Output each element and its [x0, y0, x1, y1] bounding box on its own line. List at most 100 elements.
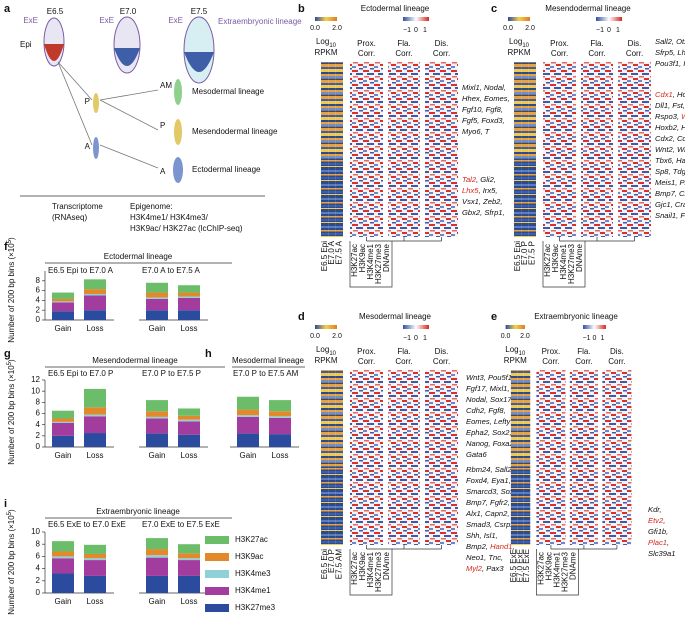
gene-name: Dll1, Fst, [655, 101, 685, 110]
bar-segment [146, 298, 168, 311]
colorbar [403, 17, 429, 21]
gene-name: Mixl1, Nodal, [462, 83, 506, 92]
column-header: Fla. [590, 39, 603, 48]
gene-name: , Gli2, [476, 175, 496, 184]
bar-segment [84, 575, 106, 593]
axis-label-part: Log [505, 345, 518, 354]
gene-list: Nodal, Sox17, [466, 395, 514, 404]
gene-list: Slc39a1 [648, 549, 675, 558]
heatmap-column [517, 466, 524, 545]
gene-name: Sp8, Tdgf1, [655, 167, 685, 176]
bar-segment [269, 434, 291, 447]
bar-segment [52, 410, 74, 419]
panel-title: Ectodermal lineage [104, 252, 173, 261]
gene-name: Tbx6, Hand1, [655, 156, 685, 165]
gene-list: Etv2, [648, 516, 665, 525]
column-header: Prox. [357, 39, 376, 48]
scale-label: 0.0 [310, 25, 320, 32]
bar-segment [146, 549, 168, 556]
y-tick-label: 12 [31, 375, 40, 384]
y-tick-label: 6 [36, 286, 41, 295]
gene-name: Gfi1b, [648, 527, 668, 536]
epiblast [114, 48, 140, 66]
bar-segment [178, 415, 200, 420]
sample-label: E7.5 AM [334, 549, 343, 580]
gene-list: Smad3, Csrp2, [466, 520, 517, 529]
gene-list: Wnt3, Pou5f1, [466, 373, 514, 382]
sample-label: E6.5 Epi [513, 241, 522, 271]
y-axis-label: Number of 200 bp bins (×105) [7, 509, 17, 615]
column-header: Prox. [550, 39, 569, 48]
gene-name: Cdx1 [655, 90, 673, 99]
bar-segment [178, 408, 200, 416]
bar-segment [269, 416, 291, 418]
gene-name: Bmp2, [466, 542, 490, 551]
mark-label: H3K4me1 [366, 551, 375, 587]
gene-name: Myo6, T [462, 127, 491, 136]
heatmap-column [328, 370, 336, 467]
gene-name: Nodal, Sox17, [466, 395, 514, 404]
gene-list: Myl2, Pax3 [466, 564, 504, 573]
bar-segment [178, 558, 200, 561]
bar-segment [52, 556, 74, 559]
y-axis-label-part: 5 [7, 239, 13, 243]
gene-list: Meis1, Prrx1, [655, 178, 685, 187]
y-tick-label: 10 [31, 527, 40, 536]
mark-label: H3K9ac [358, 552, 367, 580]
gene-list: Tbx6, Hand1, [655, 156, 685, 165]
x-tick-label: Loss [272, 451, 289, 460]
chart-subtitle: E6.5 ExE to E7.0 ExE [48, 520, 126, 529]
gene-name: Myl2 [466, 564, 483, 573]
sample-label: E6.5 Epi [320, 549, 329, 579]
gene-name: Bmp7, Fgfr2, [466, 498, 510, 507]
axis-label: RPKM [507, 48, 530, 57]
bar-segment [84, 558, 106, 561]
bar-segment [269, 400, 291, 412]
epiblast [184, 52, 214, 72]
chart-subtitle: E7.0 A to E7.5 A [142, 266, 200, 275]
heatmap-column [618, 62, 651, 237]
heatmap-column [521, 62, 529, 159]
x-tick-label: Gain [55, 324, 72, 333]
gene-name: , [512, 542, 514, 551]
gene-name: Cdh2, Fgf8, [466, 406, 506, 415]
heatmap-column [581, 62, 613, 237]
gene-name: Gbx2, Sfrp1, [462, 208, 505, 217]
heatmap-column [350, 370, 383, 545]
panel-title: Extraembryonic lineage [534, 312, 618, 321]
gene-name: Gjc1, Crabp2, [655, 200, 685, 209]
gene-name: Pou3f1, Irx5 [655, 59, 685, 68]
axis-label-part: 10 [329, 351, 336, 357]
column-header: Prox. [542, 347, 561, 356]
column-header: Dis. [435, 347, 449, 356]
colorbar [583, 325, 606, 329]
bar-segment [84, 388, 106, 408]
x-tick-label: Loss [87, 324, 104, 333]
mark-label: H3K27me3 [561, 551, 570, 592]
bar-segment [146, 400, 168, 412]
mark-label: DNAme [575, 243, 584, 272]
bar-segment [84, 553, 106, 559]
axis-label: RPKM [314, 356, 337, 365]
gene-name: Hhex, Eomes, [462, 94, 510, 103]
gene-name: Plac1 [648, 538, 667, 547]
y-tick-label: 6 [36, 409, 41, 418]
panel-label: b [298, 3, 305, 15]
y-axis-label-part: 5 [7, 361, 13, 365]
heatmap-column [523, 466, 531, 545]
y-tick-label: 8 [36, 276, 41, 285]
y-tick-label: 2 [36, 305, 41, 314]
heatmap-column [602, 370, 632, 545]
panel-title: Mesodermal lineage [232, 356, 305, 365]
bar-segment [178, 297, 200, 311]
column-header: Corr. [626, 49, 643, 58]
legend-label: H3K9ac [235, 552, 263, 561]
x-tick-label: Gain [149, 597, 166, 606]
axis-label-part: 10 [522, 43, 529, 49]
y-tick-label: 2 [36, 431, 41, 440]
bar-segment [237, 396, 259, 410]
bar-segment [52, 302, 74, 312]
bar-segment [84, 279, 106, 290]
bar-segment [52, 311, 74, 320]
heatmap-column [425, 62, 458, 237]
